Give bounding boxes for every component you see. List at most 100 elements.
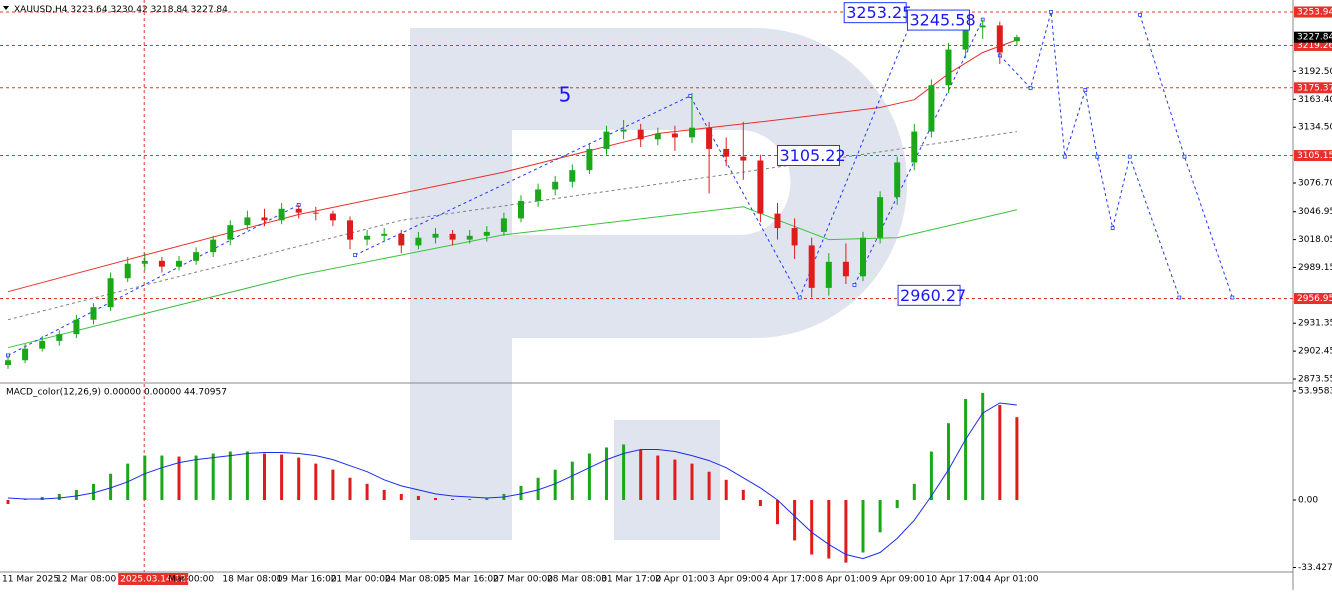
x-tick-label: 19 Mar 16:00 <box>277 575 337 585</box>
current-price-box <box>1294 31 1332 43</box>
candle-body <box>278 208 285 221</box>
macd-bar <box>314 463 318 500</box>
candle-body <box>877 197 884 238</box>
candle-body <box>620 129 627 132</box>
candle-body <box>535 189 542 202</box>
macd-bar <box>741 489 745 500</box>
macd-y-tick-label: 53.95838 <box>1298 386 1332 396</box>
macd-bar <box>827 499 831 559</box>
wave-node <box>1095 154 1100 159</box>
macd-bar <box>570 461 574 500</box>
macd-bar <box>656 455 660 500</box>
candle-body <box>757 160 764 214</box>
macd-bar <box>707 471 711 500</box>
x-tick-label: 2 Apr 01:00 <box>655 575 708 585</box>
candle-body <box>603 131 610 149</box>
macd-bar <box>348 477 352 500</box>
candle-body <box>911 131 918 163</box>
annotation-label: 3253.25 <box>846 3 912 22</box>
macd-bar <box>605 447 608 500</box>
x-tick-label: 25 Mar 16:00 <box>439 575 499 585</box>
macd-bar <box>1015 417 1019 500</box>
candle-body <box>500 218 507 232</box>
y-tick-label: 2902.45 <box>1298 347 1332 357</box>
x-tick-label: 21 Mar 00:00 <box>331 575 391 585</box>
macd-bar <box>245 451 249 500</box>
x-tick-label: 2025.03.14 12:00 <box>120 575 201 585</box>
level-label: 3219.26 <box>1297 41 1332 51</box>
candle-body <box>158 260 165 267</box>
macd-y-tick-label: 0.00 <box>1298 495 1318 505</box>
macd-bar <box>622 444 626 500</box>
wave-node <box>1177 295 1182 300</box>
annotation-label: 3105.22 <box>780 146 846 165</box>
macd-bar <box>399 493 403 500</box>
level-label: 3175.37 <box>1297 83 1332 93</box>
candle-body <box>945 49 952 86</box>
watermark-bowl <box>410 28 907 338</box>
macd-bar <box>485 497 489 500</box>
level-box <box>1294 82 1332 94</box>
macd-bar <box>365 483 369 500</box>
open: 3223.64 <box>70 5 107 15</box>
annotation-label: 5 <box>559 82 572 106</box>
macd-bar <box>416 495 420 500</box>
wave-node <box>1083 88 1088 92</box>
x-tick-label: 4 Apr 17:00 <box>763 575 816 585</box>
wave-node <box>353 253 358 257</box>
wave-node <box>1127 154 1132 159</box>
macd-bar <box>6 499 10 505</box>
candle-body <box>244 217 251 226</box>
wave-node <box>1138 12 1142 17</box>
macd-bar <box>998 405 1002 500</box>
macd-bar <box>724 479 728 500</box>
x-tick-label: 14 Apr 01:00 <box>980 575 1039 585</box>
y-tick-label: 2873.55 <box>1298 374 1332 384</box>
macd-bar <box>536 477 540 500</box>
candle-body <box>654 133 661 140</box>
macd-bar <box>451 498 455 500</box>
menu-triangle <box>3 6 9 10</box>
macd-bar <box>382 489 386 500</box>
candle-body <box>689 127 695 138</box>
candle-body <box>808 245 815 288</box>
y-tick-label: 2989.15 <box>1298 263 1332 273</box>
candle-body <box>210 239 217 253</box>
x-tick-label: 12 Mar 08:00 <box>56 575 116 585</box>
candle-body <box>107 278 114 308</box>
macd-bar <box>160 455 164 500</box>
x-tick-label: 31 Mar 17:00 <box>601 575 661 585</box>
wave-node <box>797 295 802 300</box>
macd-bar <box>553 469 557 500</box>
candle-body <box>825 261 832 288</box>
level-box <box>1294 293 1332 305</box>
macd-bar <box>844 499 848 563</box>
macd-bar <box>40 496 44 500</box>
candle-body <box>552 181 559 190</box>
level-box <box>1294 150 1332 162</box>
candle-body <box>996 25 1003 53</box>
macd-bar <box>912 483 916 500</box>
macd-bar <box>434 497 437 500</box>
close: 3227.84 <box>191 5 228 15</box>
candle-body <box>740 156 747 161</box>
candle-body <box>637 129 644 140</box>
candle-body <box>723 148 730 157</box>
x-tick-label: 27 Mar 00:00 <box>493 575 553 585</box>
candle-body <box>466 235 473 240</box>
wave-node <box>1028 86 1033 91</box>
annotation-label: 2960.27 <box>900 286 966 305</box>
candle-body <box>261 217 268 221</box>
macd-bar <box>758 499 762 507</box>
candle-body <box>312 212 319 214</box>
candle-body <box>124 263 131 279</box>
macd-bar <box>211 453 215 500</box>
line-series <box>854 19 984 286</box>
candle-body <box>979 25 986 28</box>
candle-body <box>90 307 97 320</box>
y-tick-label: 3018.05 <box>1298 235 1332 245</box>
candle-body <box>894 162 901 198</box>
symbol-header: XAUUSD,H4 3223.64 3230.42 3218.84 3227.8… <box>14 5 228 15</box>
current-price-label: 3227.84 <box>1297 33 1332 43</box>
